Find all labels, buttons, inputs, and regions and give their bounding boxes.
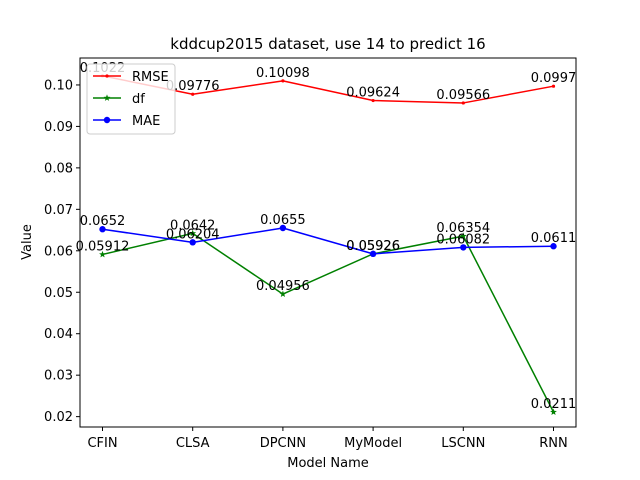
point-rmse [371,98,375,103]
legend-marker-rmse [105,74,109,78]
point-mae [189,239,196,246]
data-label-rmse: 0.09776 [166,79,220,94]
y-tick-label: 0.02 [44,410,73,425]
y-tick-label: 0.05 [44,286,73,301]
series-line-df [102,232,555,413]
y-tick-label: 0.06 [44,244,73,259]
legend-label-rmse: RMSE [132,70,169,85]
point-mae [550,243,557,250]
y-axis-label: Value [20,224,35,260]
x-tick-label: CLSA [176,436,210,451]
x-tick-label: DPCNN [260,436,306,451]
data-label-df: 0.05912 [76,239,130,254]
point-rmse [281,79,285,83]
data-label-mae: 0.06082 [436,232,490,247]
x-tick-label: LSCNN [441,436,485,451]
point-rmse [461,101,465,105]
y-tick-label: 0.03 [44,369,73,384]
data-label-df: 0.0642 [170,218,216,233]
data-label-mae: 0.06204 [166,227,220,242]
legend-marker-mae [103,116,111,124]
point-mae [279,224,287,232]
axes-frame [79,57,577,428]
point-df [550,408,557,415]
data-label-df: 0.06354 [436,221,490,236]
point-df [99,250,106,258]
y-tick-label: 0.07 [44,203,73,218]
legend-marker-df [103,94,111,101]
data-label-df: 0.05926 [346,239,400,254]
legend-label-df: df [132,92,145,107]
x-tick-label: MyModel [344,436,402,451]
data-label-mae: 0.05926 [346,239,400,254]
x-tick-label: RNN [539,436,567,451]
y-tick-label: 0.04 [44,327,73,342]
point-df [279,290,287,297]
data-label-rmse: 0.10098 [256,66,310,81]
data-label-rmse: 0.09624 [346,86,400,101]
y-tick-label: 0.08 [44,161,73,176]
data-label-df: 0.04956 [256,279,310,294]
series-line-rmse [102,75,554,104]
plot-area [99,74,557,415]
point-df [459,232,467,240]
series-line-mae [102,227,554,255]
legend-label-mae: MAE [132,114,160,129]
point-df [189,229,197,237]
legend: RMSE df MAE [86,63,176,135]
point-mae [99,226,106,233]
legend-box [86,63,176,135]
axes: 0.02 0.03 0.04 0.05 0.06 0.07 0.08 0.09 0.10 CFIN… [44,57,577,451]
data-label-rmse: 0.0997 [531,71,577,86]
x-axis-label: Model Name [287,456,369,471]
data-label-df: 0.0211 [531,397,577,412]
x-tick-label: CFIN [87,436,117,451]
data-label-mae: 0.0611 [531,231,577,246]
data-label-mae: 0.0652 [80,214,126,229]
y-tick-label: 0.09 [44,120,73,135]
point-mae [369,250,377,258]
data-layer: 0.10220.097760.100980.096240.095660.0997… [76,61,577,412]
chart-title: kddcup2015 dataset, use 14 to predict 16 [170,35,485,53]
data-label-rmse: 0.09566 [436,88,490,103]
point-rmse [551,84,556,88]
point-mae [460,244,467,251]
data-label-mae: 0.0655 [260,213,306,228]
y-tick-label: 0.10 [44,78,73,93]
point-rmse [191,92,195,96]
